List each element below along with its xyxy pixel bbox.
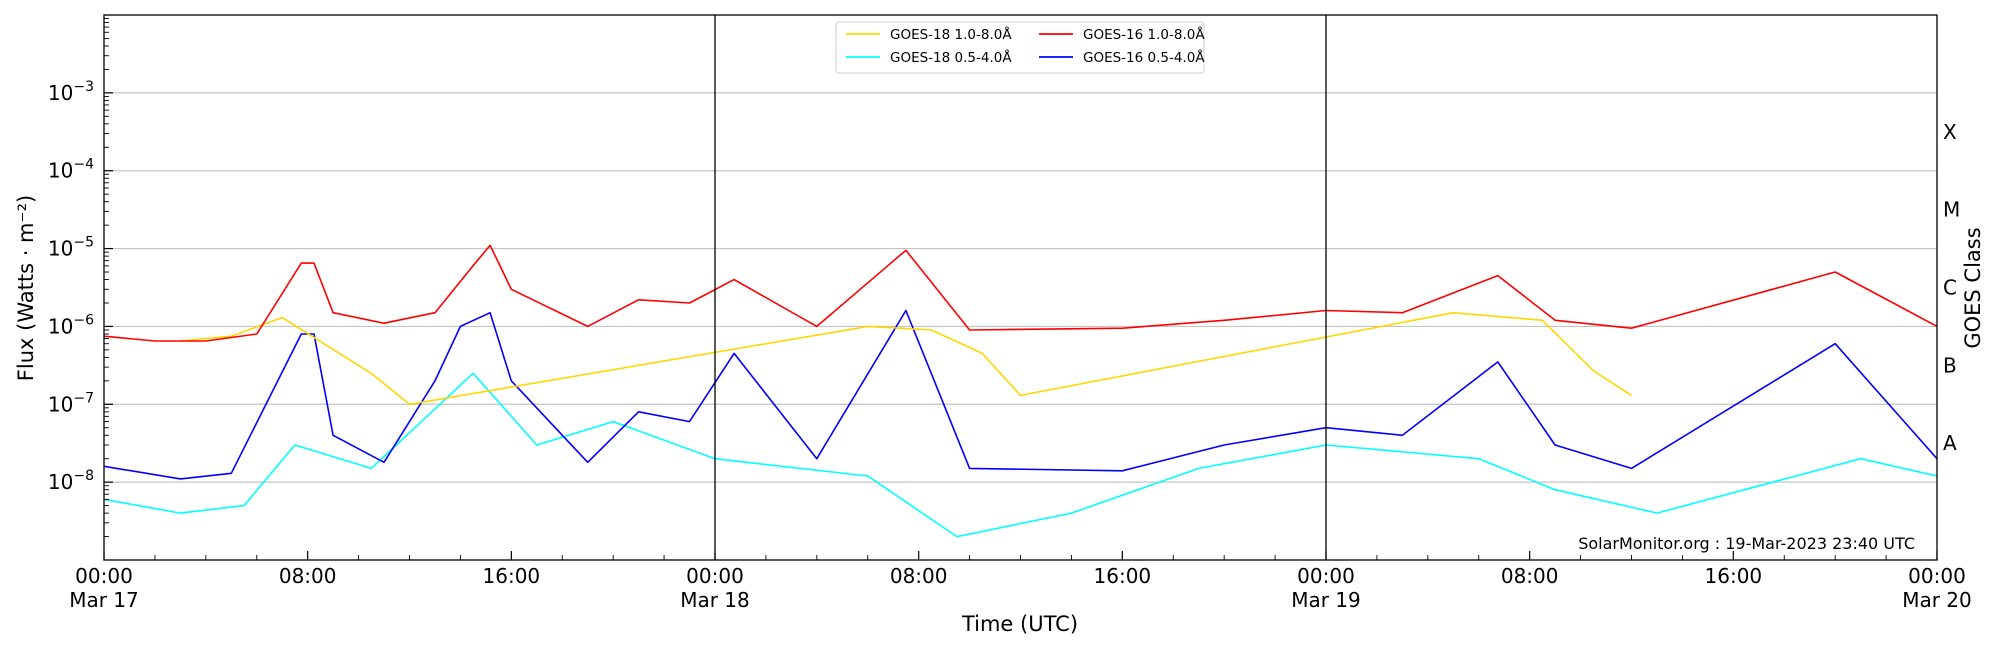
x-tick-time: 08:00 (890, 564, 948, 588)
right-axis-title: GOES Class (1961, 227, 1985, 348)
x-axis-title: Time (UTC) (961, 612, 1078, 636)
y-axis-title: Flux (Watts · m⁻²) (14, 195, 38, 381)
goes-class-label: A (1943, 431, 1957, 455)
goes-class-label: X (1943, 120, 1957, 144)
x-tick-time: 16:00 (1094, 564, 1152, 588)
legend-label: GOES-18 1.0-8.0Å (890, 26, 1012, 43)
y-tick-label: 10−8 (48, 468, 94, 494)
x-tick-time: 00:00 (1908, 564, 1966, 588)
legend-label: GOES-16 0.5-4.0Å (1083, 49, 1205, 66)
x-tick-time: 00:00 (1297, 564, 1355, 588)
day-boundary-lines (714, 15, 1327, 560)
x-tick-date: Mar 18 (680, 588, 750, 612)
series-line (103, 309, 1938, 480)
legend-box (835, 21, 1205, 74)
x-tick-time: 16:00 (1705, 564, 1763, 588)
goes-class-label: C (1943, 276, 1957, 300)
y-tick-label: 10−4 (48, 157, 94, 183)
series-lines (103, 244, 1938, 538)
y-tick-label: 10−3 (48, 79, 94, 105)
source-annotation: SolarMonitor.org : 19-Mar-2023 23:40 UTC (1578, 534, 1915, 553)
x-tick-date: Mar 19 (1291, 588, 1361, 612)
series-line (180, 311, 1632, 406)
series-line (103, 244, 1938, 342)
x-tick-time: 08:00 (1501, 564, 1559, 588)
y-tick-label: 10−7 (48, 390, 94, 416)
y-tick-label: 10−6 (48, 312, 94, 338)
legend: GOES-18 1.0-8.0Å GOES-18 0.5-4.0Å GOES-16 … (835, 21, 1205, 74)
goes-class-label: B (1943, 353, 1957, 377)
x-tick-date: Mar 20 (1902, 588, 1972, 612)
x-tick-time: 00:00 (686, 564, 744, 588)
goes-class-labels: A B C M X (1943, 120, 1960, 455)
y-tick-labels: 10−8 10−7 10−6 10−5 10−4 10−3 (48, 79, 94, 494)
y-tick-label: 10−5 (48, 235, 94, 261)
series-line (103, 372, 1938, 538)
legend-label: GOES-16 1.0-8.0Å (1083, 26, 1205, 43)
goes-class-label: M (1943, 198, 1960, 222)
x-tick-date: Mar 17 (69, 588, 139, 612)
legend-label: GOES-18 0.5-4.0Å (890, 49, 1012, 66)
x-tick-time: 00:00 (75, 564, 133, 588)
x-tick-time: 16:00 (483, 564, 541, 588)
axis-ticks (103, 18, 1938, 560)
x-tick-time: 08:00 (279, 564, 337, 588)
